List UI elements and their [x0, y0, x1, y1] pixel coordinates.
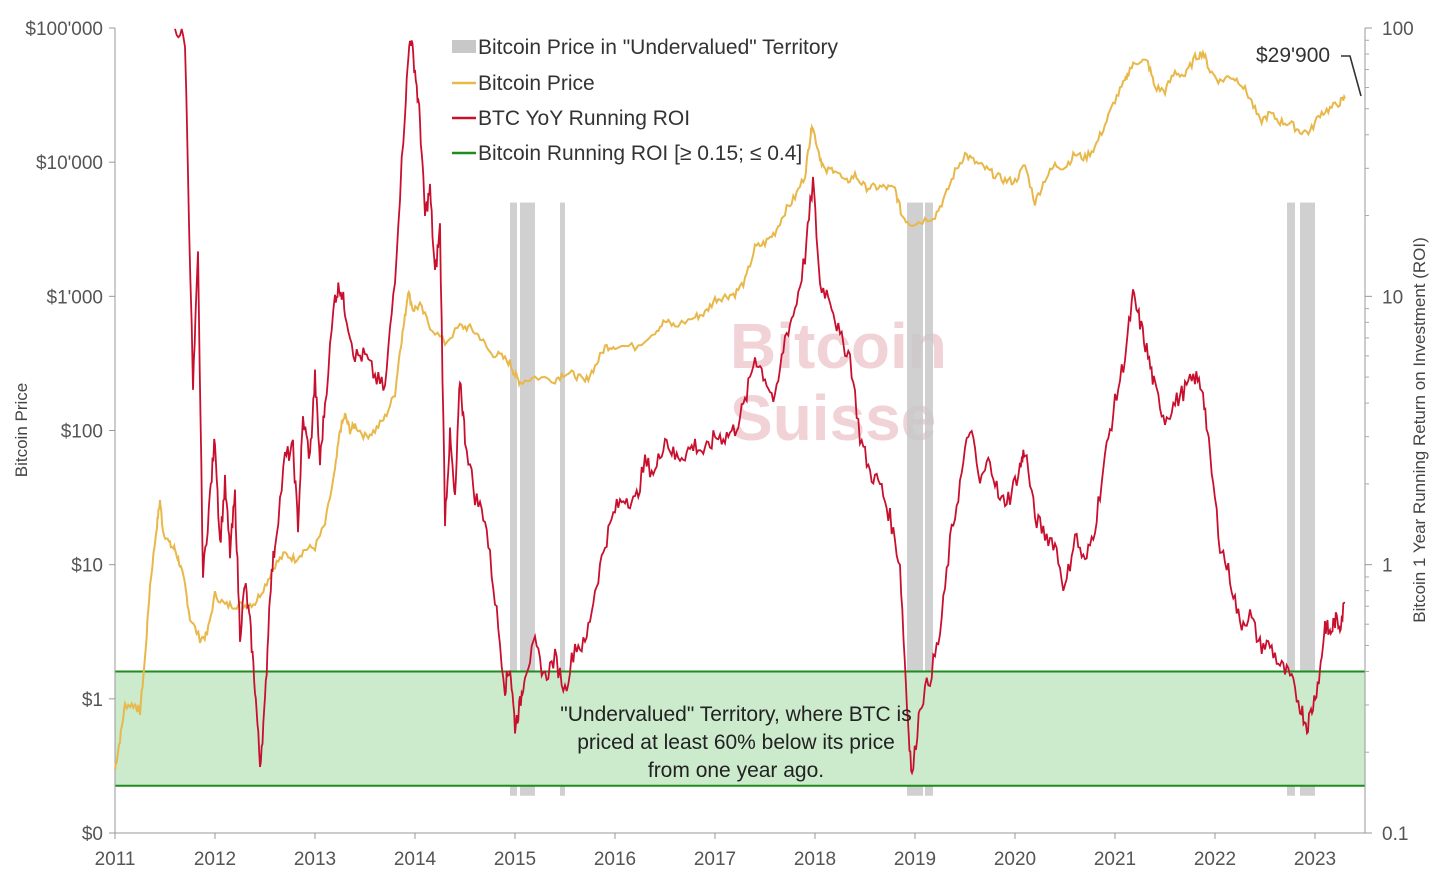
- left-tick-label-4: $10: [71, 556, 103, 577]
- band-annotation-line-3: from one year ago.: [648, 759, 824, 782]
- legend-label-band: Bitcoin Running ROI [≥ 0.15; ≤ 0.4]: [478, 142, 802, 165]
- x-tick-label-12: 2023: [1294, 849, 1336, 870]
- x-tick-label-4: 2015: [494, 849, 536, 870]
- legend-label-roi: BTC YoY Running ROI: [478, 107, 690, 130]
- undervalued-period-0: [510, 202, 517, 796]
- undervalued-period-4: [925, 202, 933, 796]
- undervalued-period-3: [907, 202, 923, 796]
- bitcoin-price-line: [114, 48, 1346, 770]
- x-tick-label-8: 2019: [894, 849, 936, 870]
- undervalued-period-2: [560, 202, 565, 796]
- x-tick-label-7: 2018: [794, 849, 836, 870]
- left-axis-ticks: $100'000 $10'000 $1'000 $100 $10 $1 $0: [25, 19, 115, 845]
- band-annotation-line-2: priced at least 60% below its price: [577, 731, 895, 754]
- undervalued-period-5: [1287, 202, 1295, 796]
- right-tick-label-2: 1: [1382, 556, 1393, 577]
- legend-label-undervalued: Bitcoin Price in "Undervalued" Territory: [478, 36, 839, 59]
- x-tick-label-11: 2022: [1194, 849, 1236, 870]
- legend-swatch-undervalued: [452, 40, 476, 53]
- x-tick-label-5: 2016: [594, 849, 636, 870]
- legend: Bitcoin Price in "Undervalued" Territory…: [452, 36, 839, 165]
- price-callout-label: $29'900: [1256, 44, 1330, 67]
- left-tick-label-1: $10'000: [36, 153, 103, 174]
- band-annotation-line-1: "Undervalued" Territory, where BTC is: [560, 703, 911, 726]
- right-axis-ticks: 100 10 1 0.1: [1365, 19, 1414, 845]
- x-tick-label-2: 2013: [294, 849, 336, 870]
- left-tick-label-2: $1'000: [47, 287, 103, 308]
- x-tick-label-1: 2012: [194, 849, 236, 870]
- left-tick-label-6: $0: [82, 824, 103, 845]
- right-axis-title: Bitcoin 1 Year Running Return on Investm…: [1410, 237, 1429, 623]
- left-axis-title: Bitcoin Price: [12, 383, 31, 477]
- left-tick-label-5: $1: [82, 690, 103, 711]
- price-callout-leader: [1341, 55, 1362, 97]
- x-tick-label-10: 2021: [1094, 849, 1136, 870]
- btc-roi-line: [174, 28, 1346, 776]
- watermark-line-2: Suisse: [730, 382, 936, 454]
- right-tick-label-3: 0.1: [1382, 824, 1408, 845]
- undervalued-period-6: [1300, 202, 1315, 796]
- right-tick-label-0: 100: [1382, 19, 1414, 40]
- x-tick-label-9: 2020: [994, 849, 1036, 870]
- undervalued-periods: [510, 202, 1315, 796]
- x-tick-label-0: 2011: [95, 849, 136, 870]
- x-tick-label-3: 2014: [394, 849, 437, 870]
- x-axis-ticks: 2011 2012 2013 2014 2015 2016 2017 2018 2019 2020…: [95, 833, 1336, 870]
- band-annotation: "Undervalued" Territory, where BTC is pr…: [560, 703, 911, 782]
- left-tick-label-0: $100'000: [25, 19, 103, 40]
- undervalued-territory-band: [115, 671, 1365, 786]
- left-tick-label-3: $100: [61, 422, 103, 443]
- right-tick-label-1: 10: [1382, 287, 1403, 308]
- legend-label-price: Bitcoin Price: [478, 72, 595, 95]
- x-tick-label-6: 2017: [694, 849, 736, 870]
- price-callout: $29'900: [1256, 44, 1362, 97]
